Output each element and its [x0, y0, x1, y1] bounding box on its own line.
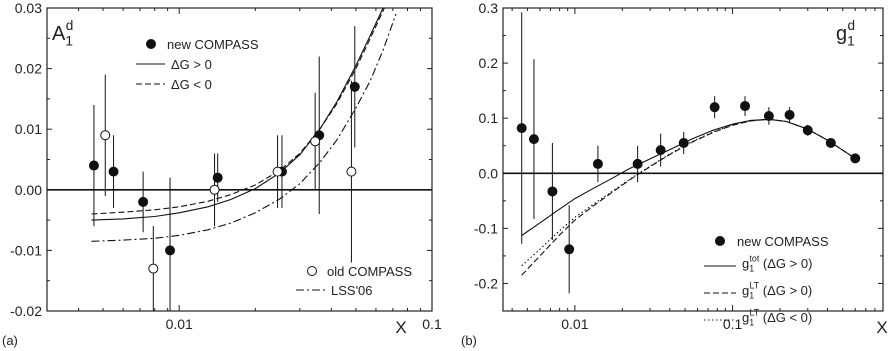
data-point-old [148, 263, 159, 274]
legend-label: new COMPASS [167, 37, 259, 52]
data-point [655, 145, 666, 156]
data-point [709, 102, 720, 113]
data-point-old [209, 184, 220, 195]
data-point [763, 110, 774, 121]
curve-solid [91, 8, 384, 221]
y-tick-label: -0.1 [474, 220, 498, 236]
x-tick-label: 0.1 [723, 316, 743, 332]
y-tick-label: 0.00 [15, 182, 42, 198]
data-point [825, 137, 836, 148]
legend-label: g1LT (ΔG > 0) [742, 281, 812, 301]
x-axis-label: X [876, 318, 887, 337]
y-tick-label: 0.02 [15, 61, 42, 77]
legend-label: ΔG > 0 [171, 57, 212, 72]
data-point [564, 244, 575, 255]
data-point [165, 245, 176, 256]
data-point [784, 109, 795, 120]
data-point [349, 81, 360, 92]
data-point [678, 137, 689, 148]
y-tick-label: 0.01 [15, 121, 42, 137]
data-point [592, 158, 603, 169]
curve-dotted [521, 118, 856, 267]
data-point [138, 196, 149, 207]
legend-marker-new [715, 236, 725, 246]
y-tick-label: 0.0 [479, 165, 499, 181]
points [88, 26, 360, 311]
panel-title: g1d [836, 18, 855, 49]
legend-label: g1LT (ΔG < 0) [742, 308, 812, 328]
data-point-old [310, 136, 321, 147]
data-point [88, 160, 99, 171]
data-point [850, 153, 861, 164]
panel-title: A1d [52, 18, 73, 49]
legend-label: ΔG < 0 [171, 77, 212, 92]
legend-label: old COMPASS [327, 264, 412, 279]
x-tick-label: 0.01 [561, 316, 588, 332]
x-tick-label: 0.1 [422, 316, 442, 332]
data-point [212, 172, 223, 183]
data-point [528, 134, 539, 145]
data-point-old [272, 166, 283, 177]
data-point [547, 186, 558, 197]
y-tick-label: -0.01 [10, 242, 42, 258]
y-tick-label: 0.2 [479, 55, 499, 71]
y-tick-label: 0.03 [15, 0, 42, 16]
points [516, 12, 861, 294]
legend-label: g1tot (ΔG > 0) [742, 254, 812, 274]
data-point-old [346, 166, 357, 177]
data-point [108, 166, 119, 177]
curve-solid [521, 118, 856, 236]
x-tick-label: 0.01 [166, 316, 193, 332]
y-tick-label: -0.2 [474, 275, 498, 291]
curve-dashed [91, 8, 385, 215]
data-point-old [100, 130, 111, 141]
data-point [516, 123, 527, 134]
panel-label: (a) [2, 333, 18, 348]
data-point [802, 125, 813, 136]
y-tick-label: 0.1 [479, 110, 499, 126]
panel-a: -0.02 -0.01 0.00 0.01 0.02 0.03 0.01 0.1 (a) X A1d… [2, 0, 442, 348]
curve-dashdot [91, 13, 397, 242]
legend-label: new COMPASS [737, 234, 829, 249]
data-point [740, 101, 751, 112]
y-tick-label: 0.3 [479, 0, 499, 16]
plot-frame [502, 7, 884, 312]
panel-label: (b) [461, 333, 477, 348]
legend-marker-new [146, 39, 156, 49]
data-point [632, 158, 643, 169]
legend-marker-old [307, 266, 317, 276]
curve-dashed [521, 118, 856, 276]
legend-label: LSS'06 [331, 283, 373, 298]
x-axis-label: X [395, 318, 406, 337]
y-tick-label: -0.02 [10, 303, 42, 319]
